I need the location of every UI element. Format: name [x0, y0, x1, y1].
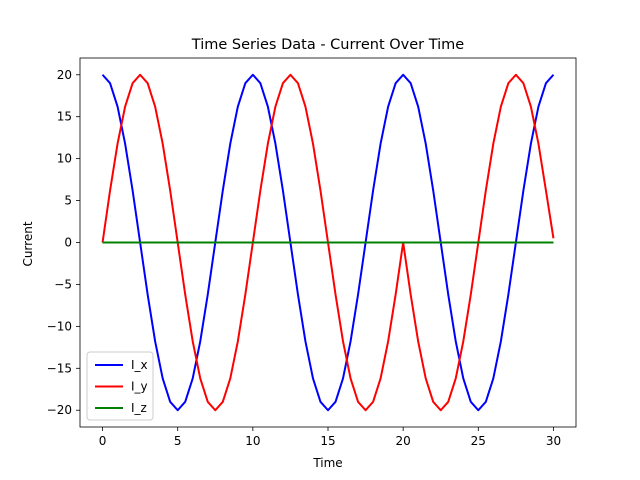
y-tick-label: 0 — [64, 236, 72, 250]
legend-label: I_y — [131, 380, 148, 394]
y-axis-label: Current — [21, 221, 35, 266]
legend: I_x I_y I_z — [86, 351, 154, 421]
x-axis-label: Time — [312, 456, 342, 470]
legend-label: I_z — [131, 401, 147, 415]
x-tick-label: 15 — [320, 434, 335, 448]
y-tick-label: −20 — [47, 403, 72, 417]
y-tick-label: −15 — [47, 361, 72, 375]
legend-label: I_x — [131, 358, 148, 372]
x-tick-label: 30 — [546, 434, 561, 448]
x-tick-label: 5 — [174, 434, 182, 448]
y-tick-label: −5 — [54, 277, 72, 291]
y-tick-label: −10 — [47, 319, 72, 333]
x-tick-label: 20 — [396, 434, 411, 448]
x-tick-label: 0 — [99, 434, 107, 448]
y-tick-label: 20 — [57, 68, 72, 82]
series-layer — [101, 73, 555, 412]
x-tick-label: 25 — [471, 434, 486, 448]
series-line-i-x — [101, 73, 555, 412]
x-tick-label: 10 — [245, 434, 260, 448]
axes-layer: 0 5 10 15 20 25 30 −20 −15 −10 −5 0 5 10 15 20 — [47, 57, 577, 448]
chart-title: Time Series Data - Current Over Time — [191, 37, 464, 53]
y-tick-label: 10 — [57, 152, 72, 166]
y-tick-label: 5 — [64, 194, 72, 208]
y-tick-label: 15 — [57, 110, 72, 124]
